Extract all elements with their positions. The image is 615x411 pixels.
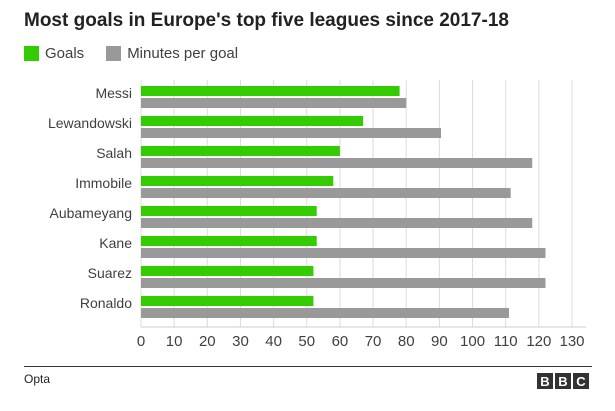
x-tick-label: 50 xyxy=(298,333,315,350)
legend-label: Goals xyxy=(45,45,85,62)
legend-swatch-goals xyxy=(24,46,39,61)
source-label: Opta xyxy=(24,372,51,386)
x-tick-label: 60 xyxy=(332,333,349,350)
legend-item-goals: Goals xyxy=(24,45,84,62)
bar-minutes xyxy=(141,158,533,168)
bar-minutes xyxy=(141,308,510,318)
logo-letter: B xyxy=(555,373,571,389)
x-tick-label: 70 xyxy=(365,333,382,350)
legend-label: Minutes per goal xyxy=(127,45,239,62)
legend: Goals Minutes per goal xyxy=(24,45,260,62)
x-tick-label: 90 xyxy=(431,333,448,350)
category-label: Kane xyxy=(99,235,132,251)
category-label: Immobile xyxy=(75,175,132,191)
x-tick-label: 0 xyxy=(137,333,145,350)
x-tick-label: 130 xyxy=(559,333,584,350)
bar-goals xyxy=(141,266,314,276)
x-tick-label: 100 xyxy=(460,333,485,350)
bar-goals xyxy=(141,116,364,126)
footer-divider xyxy=(24,366,592,367)
category-label: Salah xyxy=(96,145,132,161)
x-tick-label: 120 xyxy=(526,333,551,350)
bar-goals xyxy=(141,146,340,156)
logo-letter: B xyxy=(537,373,553,389)
bar-goals xyxy=(141,86,400,96)
chart-title: Most goals in Europe's top five leagues … xyxy=(24,10,509,31)
bar-goals xyxy=(141,176,334,186)
bar-minutes xyxy=(141,218,533,228)
category-label: Messi xyxy=(95,85,132,101)
logo-letter: C xyxy=(573,373,589,389)
category-label: Suarez xyxy=(88,265,132,281)
category-label: Aubameyang xyxy=(49,205,132,221)
bar-goals xyxy=(141,296,314,306)
bar-minutes xyxy=(141,248,546,258)
x-tick-label: 110 xyxy=(494,333,518,350)
x-tick-label: 40 xyxy=(265,333,282,350)
bar-minutes xyxy=(141,128,442,138)
bar-minutes xyxy=(141,98,407,108)
x-tick-label: 10 xyxy=(166,333,183,350)
x-tick-label: 80 xyxy=(398,333,415,350)
bar-minutes xyxy=(141,188,511,198)
x-tick-label: 20 xyxy=(199,333,216,350)
legend-swatch-minutes xyxy=(106,46,122,61)
category-label: Lewandowski xyxy=(48,115,132,131)
bar-goals xyxy=(141,236,317,246)
bar-goals xyxy=(141,206,317,216)
legend-item-minutes: Minutes per goal xyxy=(106,45,238,62)
bar-chart: 0 10 20 30 40 50 60 70 80 90 100 110 120 130 Messi Lewa… xyxy=(48,80,586,350)
category-label: Ronaldo xyxy=(80,295,132,311)
x-tick-label: 30 xyxy=(232,333,249,350)
bar-minutes xyxy=(141,278,546,288)
